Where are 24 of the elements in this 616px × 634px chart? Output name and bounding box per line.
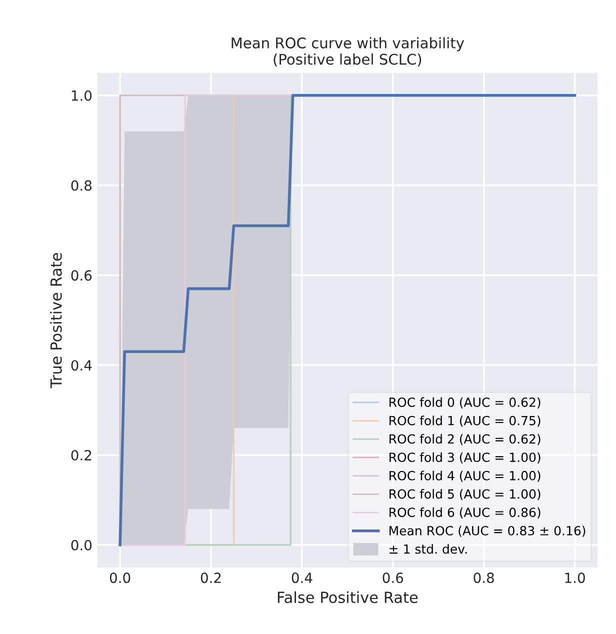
legend-label: ROC fold 4 (AUC = 1.00) [390,470,540,482]
legend-label: Mean ROC (AUC = 0.83 ± 0.16) [390,526,586,537]
annotation: ± 1 std. dev. [390,544,467,554]
y-tick-label: 0.0 [71,540,92,550]
y-tick-label: 0.6 [71,270,92,281]
y-axis-title: True Positive Rate [50,252,62,388]
x-tick-label: 0.4 [292,572,312,584]
x-tick-label: 0.6 [382,572,404,584]
legend-label: ROC fold 2 (AUC = 0.62) [390,434,540,446]
x-tick-label: 0.8 [474,572,494,584]
x-tick-label: 1.0 [565,572,585,584]
x-tick-label: 0.2 [200,572,221,584]
legend-label: ROC fold 0 (AUC = 0.62) [390,397,540,408]
legend-label: ROC fold 1 (AUC = 0.75) [390,416,540,427]
legend-label: ROC fold 6 (AUC = 0.86) [390,507,540,519]
y-tick-label: 0.2 [71,450,92,461]
y-tick-label: 0.4 [71,360,92,371]
chart-title: Mean ROC curve with variability (Positive label SCLC) [232,37,464,66]
legend-label: ROC fold 3 (AUC = 1.00) [390,452,540,464]
x-axis-title: False Positive Rate [278,591,418,604]
x-tick-label: 0.0 [110,572,130,584]
legend-label: ROC fold 5 (AUC = 1.00) [390,489,540,500]
y-tick-label: 1.0 [72,90,92,101]
y-tick-label: 0.8 [71,180,92,191]
